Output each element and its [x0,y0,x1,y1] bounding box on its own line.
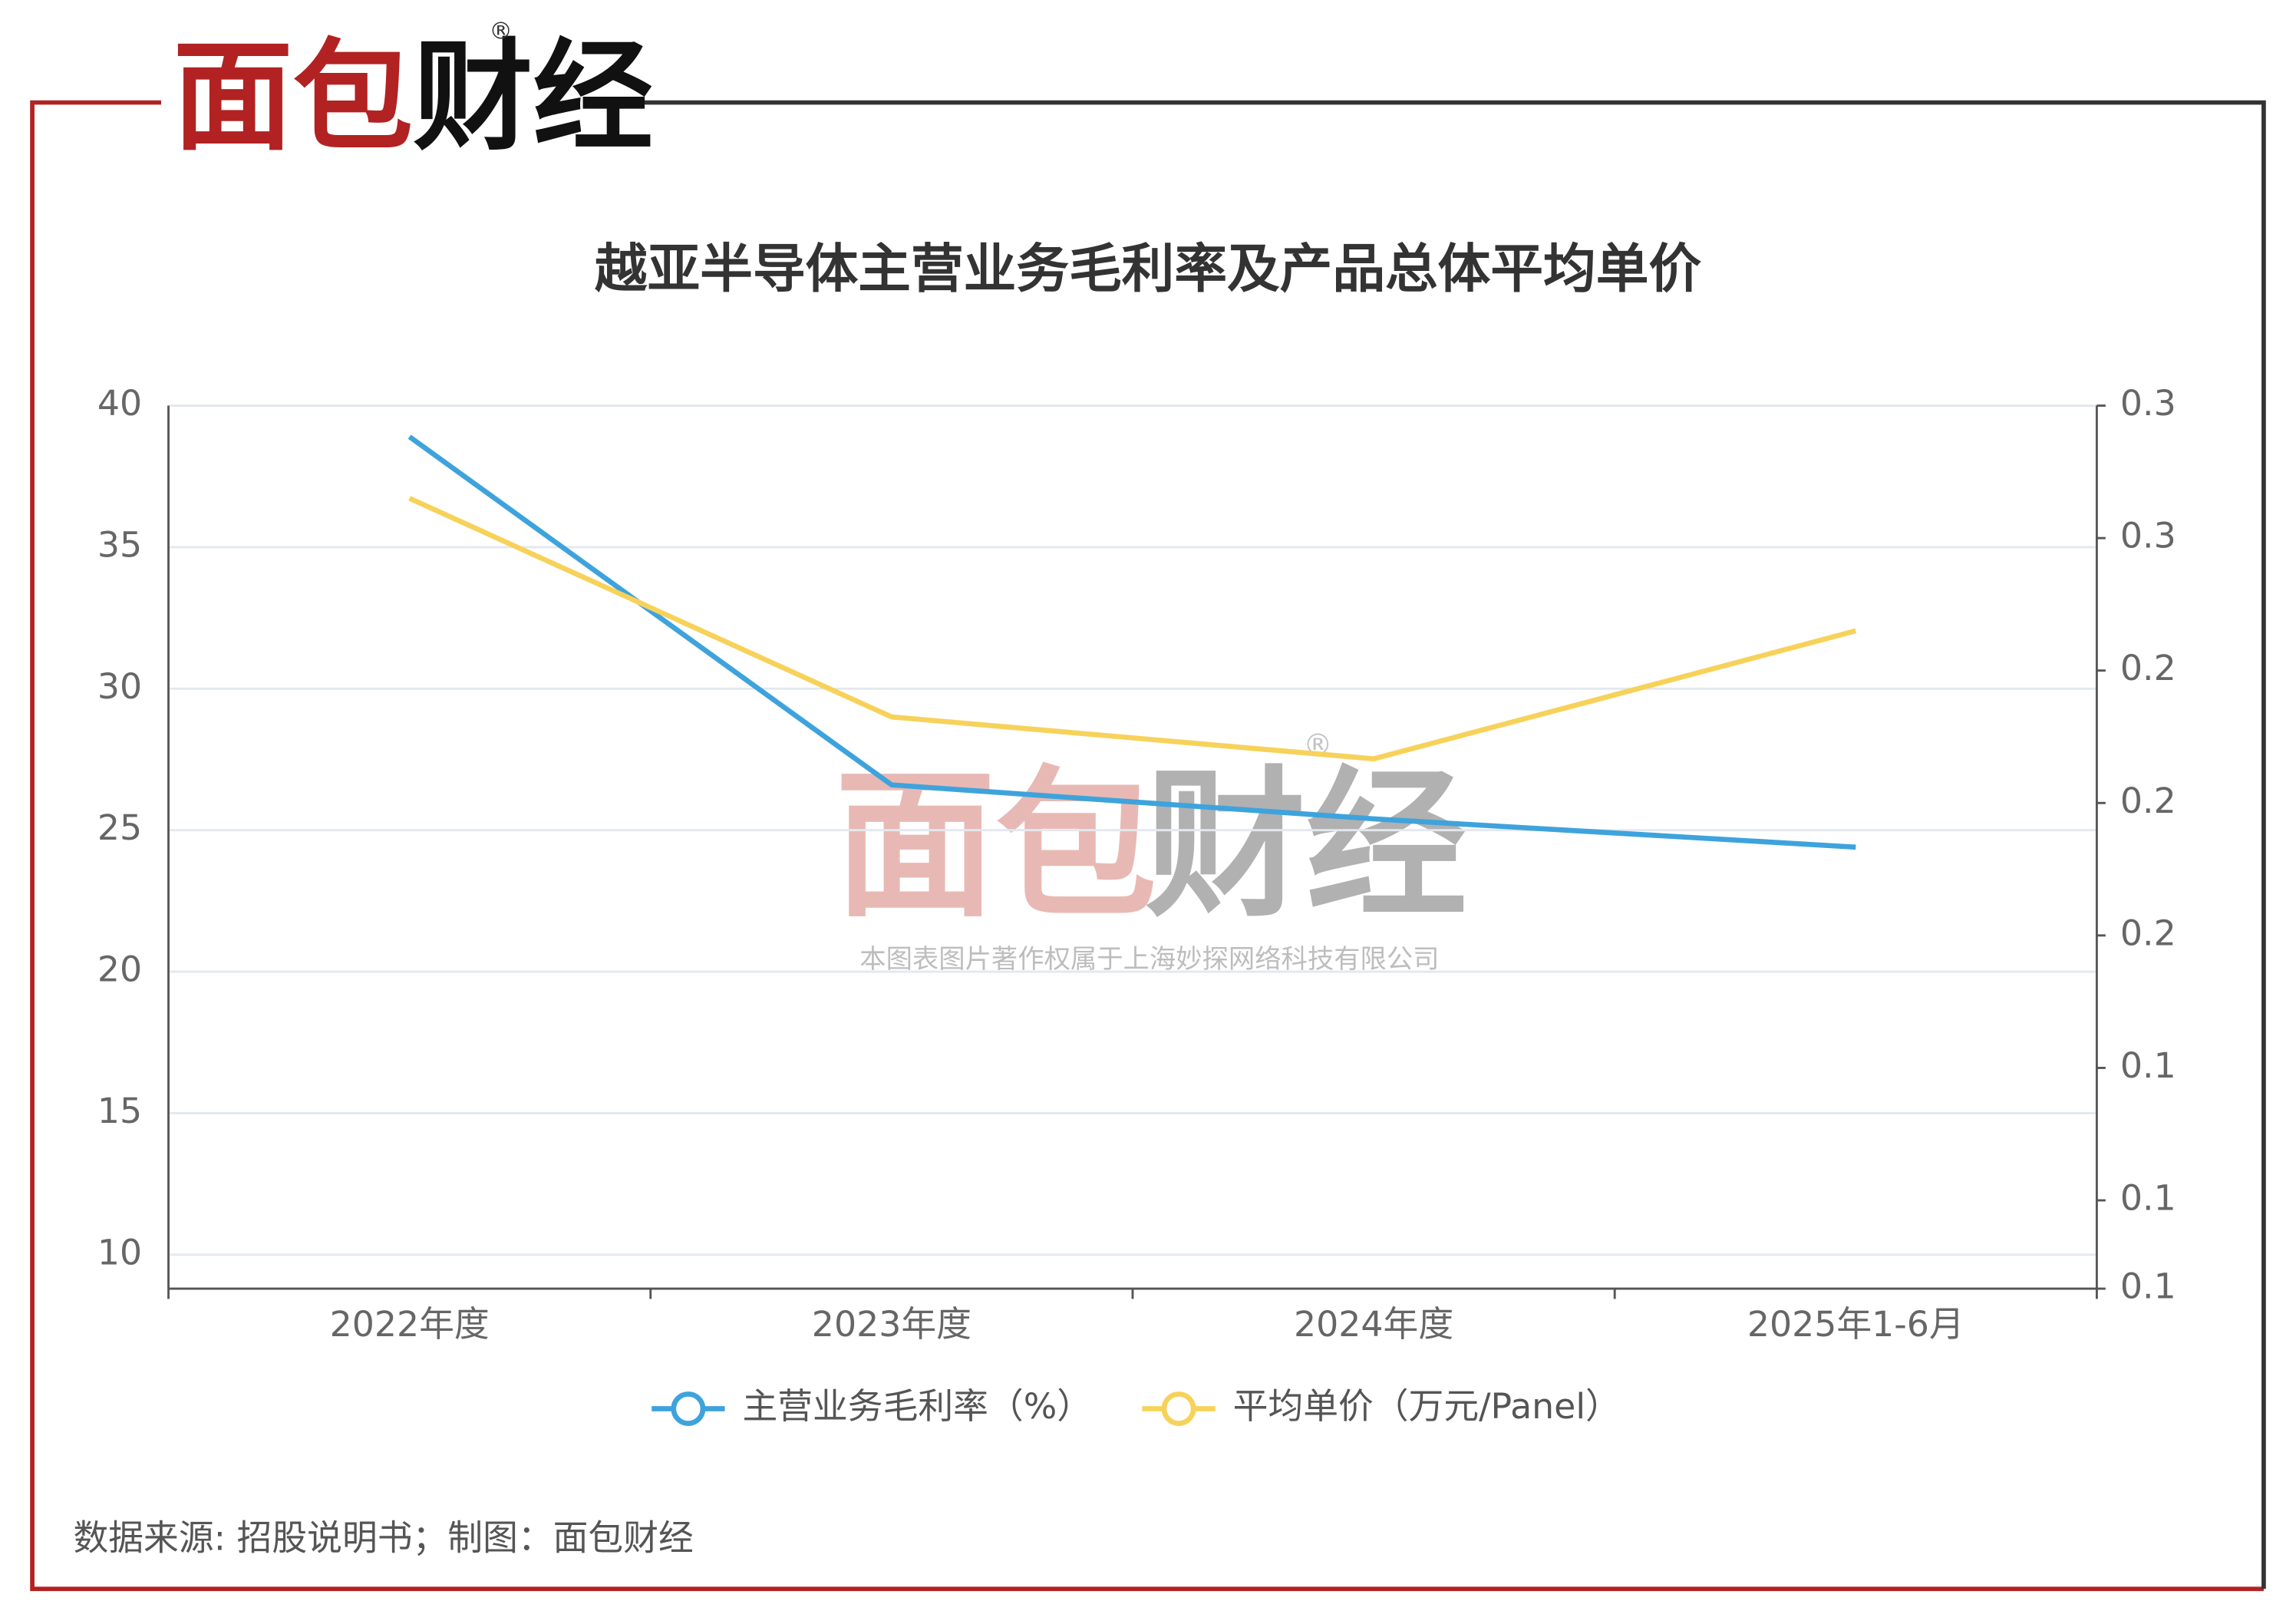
logo-registered: ® [489,18,513,45]
y-tick-label: 25 [97,807,142,848]
y2-tick-label: 0.3 [2120,382,2176,424]
legend-marker [671,1391,706,1426]
series-line [407,434,1856,850]
watermark-black: 财经 [1145,752,1467,939]
x-tick-label: 2024年度 [1294,1303,1453,1345]
frame-dark [612,100,2266,1589]
x-tick-label: 2023年度 [812,1303,972,1345]
y-tick-label: 20 [97,949,142,990]
y2-tick-label: 0.1 [2120,1045,2176,1086]
y-tick-label: 10 [97,1231,142,1272]
y2-tick-label: 0.1 [2120,1266,2176,1307]
watermark: 面包 财经 ® 本图表图片著作权属于上海妙探网络科技有限公司 [835,728,1467,975]
y2-tick-label: 0.1 [2120,1177,2176,1219]
y-tick-label: 40 [97,382,142,424]
y2-tick-label: 0.2 [2120,912,2176,953]
x-tick-label: 2025年1-6月 [1747,1303,1964,1345]
series-line [408,496,1857,762]
legend-label: 平均单价（万元/Panel） [1233,1385,1621,1427]
frame-red [30,100,2264,1592]
logo-black: 财经 [413,27,653,167]
source-note: 数据来源: 招股说明书；制图：面包财经 [74,1517,694,1559]
legend-marker [1161,1391,1196,1426]
x-tick-label: 2022年度 [330,1303,490,1345]
y2-tick-label: 0.2 [2120,647,2176,688]
y2-tick-label: 0.3 [2120,515,2176,556]
y-tick-label: 15 [97,1090,142,1131]
y-tick-label: 30 [97,665,142,707]
y2-tick-label: 0.2 [2120,780,2176,821]
chart-title: 越亚半导体主营业务毛利率及产品总体平均单价 [595,239,1701,300]
y-tick-label: 35 [97,523,142,565]
logo-red: 面包 [173,27,413,167]
watermark-copyright: 本图表图片著作权属于上海妙探网络科技有限公司 [859,944,1439,975]
legend-label: 主营业务毛利率（%） [742,1385,1092,1427]
